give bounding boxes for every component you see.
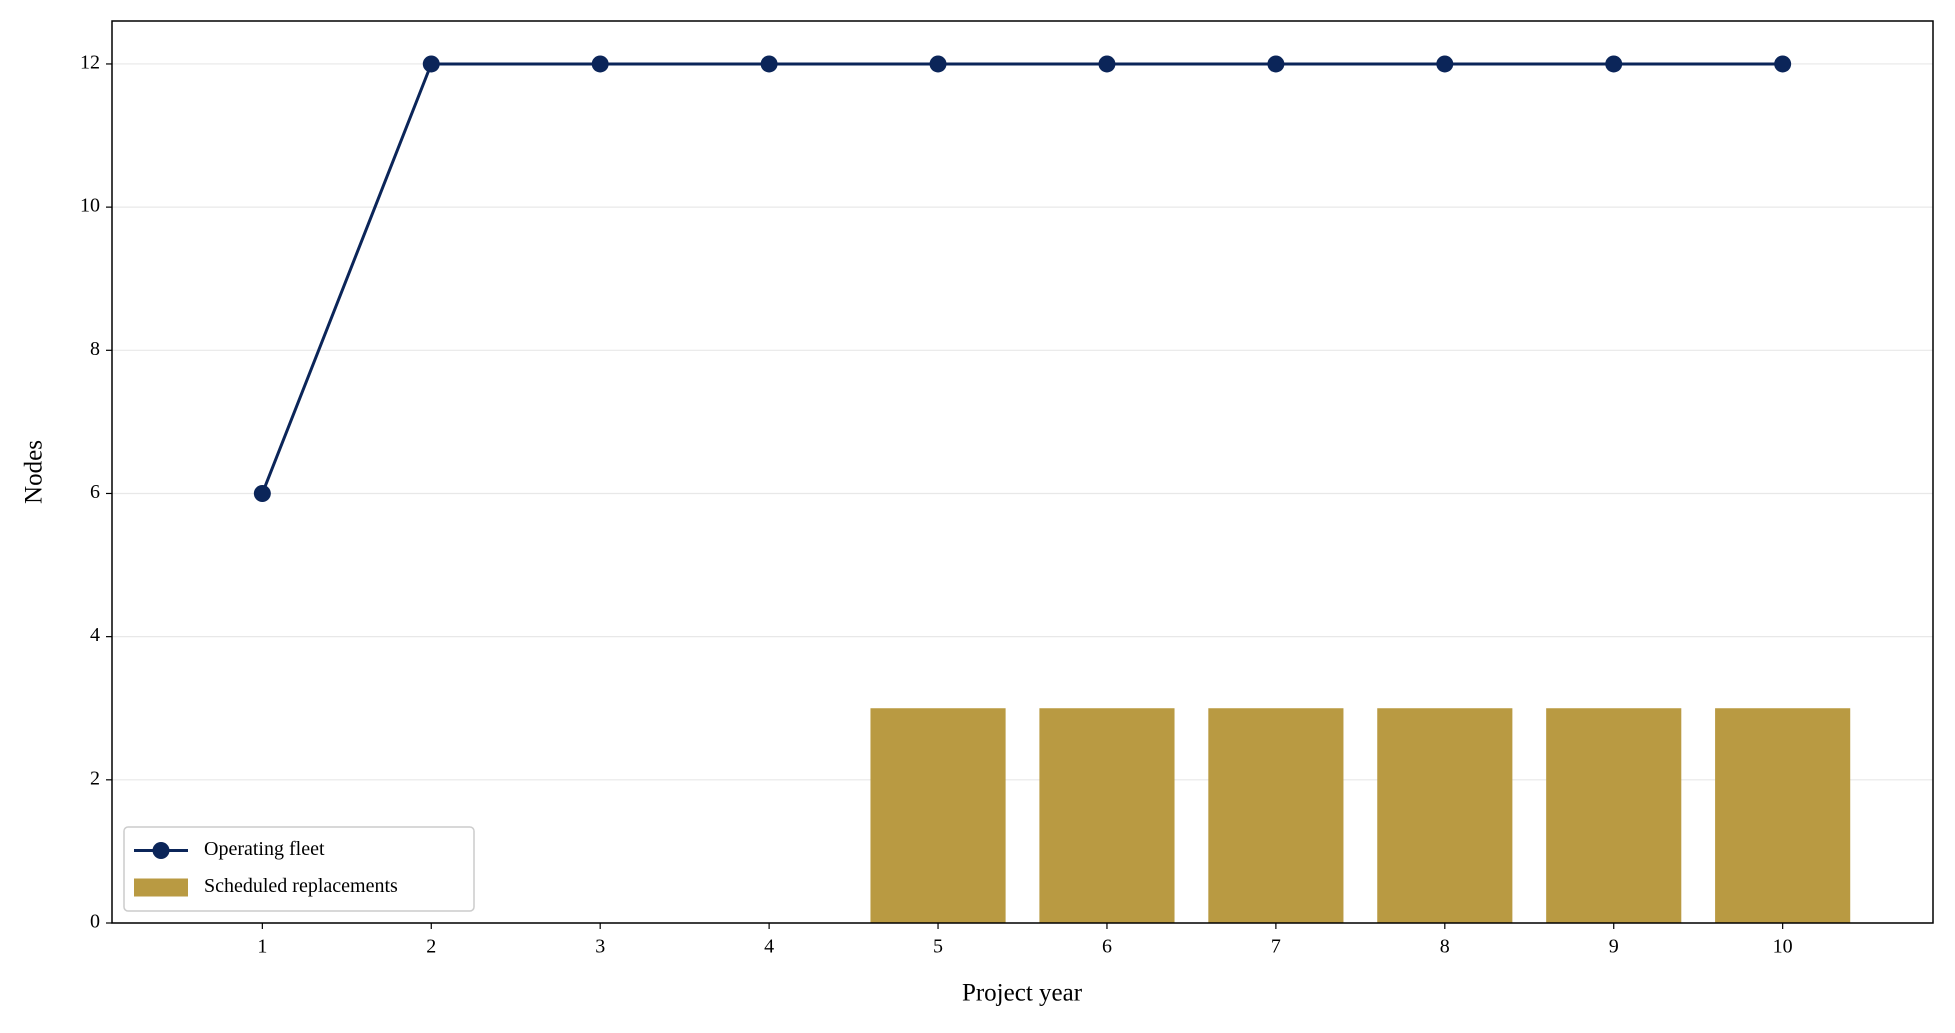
x-tick-label: 10	[1773, 936, 1793, 958]
marker	[253, 484, 271, 502]
x-tick-label: 9	[1609, 936, 1619, 958]
y-tick-label: 0	[90, 911, 100, 933]
x-tick-label: 5	[933, 936, 943, 958]
x-tick-label: 6	[1102, 936, 1112, 958]
x-tick-label: 7	[1271, 936, 1281, 958]
x-tick-label: 1	[257, 936, 267, 958]
bar	[1208, 708, 1344, 923]
x-tick-label: 4	[764, 936, 774, 958]
marker	[760, 55, 778, 73]
marker	[1267, 55, 1285, 73]
legend-swatch	[134, 878, 188, 897]
y-tick-label: 2	[90, 767, 100, 789]
y-tick-label: 8	[90, 338, 100, 360]
marker	[1774, 55, 1792, 73]
y-tick-label: 12	[80, 52, 100, 74]
y-axis-label: Nodes	[21, 440, 48, 504]
y-tick-label: 10	[80, 195, 100, 217]
x-tick-label: 2	[426, 936, 436, 958]
bar	[870, 708, 1006, 923]
y-tick-label: 6	[90, 481, 100, 503]
bar	[1546, 708, 1682, 923]
x-axis-label: Project year	[962, 980, 1083, 1007]
marker	[591, 55, 609, 73]
legend-label: Operating fleet	[204, 838, 325, 860]
marker	[422, 55, 440, 73]
bar	[1715, 708, 1851, 923]
bar	[1039, 708, 1175, 923]
marker	[1436, 55, 1454, 73]
legend-label: Scheduled replacements	[204, 875, 398, 897]
legend-box	[123, 826, 475, 912]
x-tick-label: 3	[595, 936, 605, 958]
marker	[1098, 55, 1116, 73]
marker	[929, 55, 947, 73]
x-tick-label: 8	[1440, 936, 1450, 958]
line	[260, 62, 1783, 495]
y-tick-label: 4	[90, 624, 100, 646]
legend-marker	[152, 842, 170, 859]
plot-frame	[111, 20, 1934, 924]
marker	[1605, 55, 1623, 73]
bar	[1377, 708, 1513, 923]
